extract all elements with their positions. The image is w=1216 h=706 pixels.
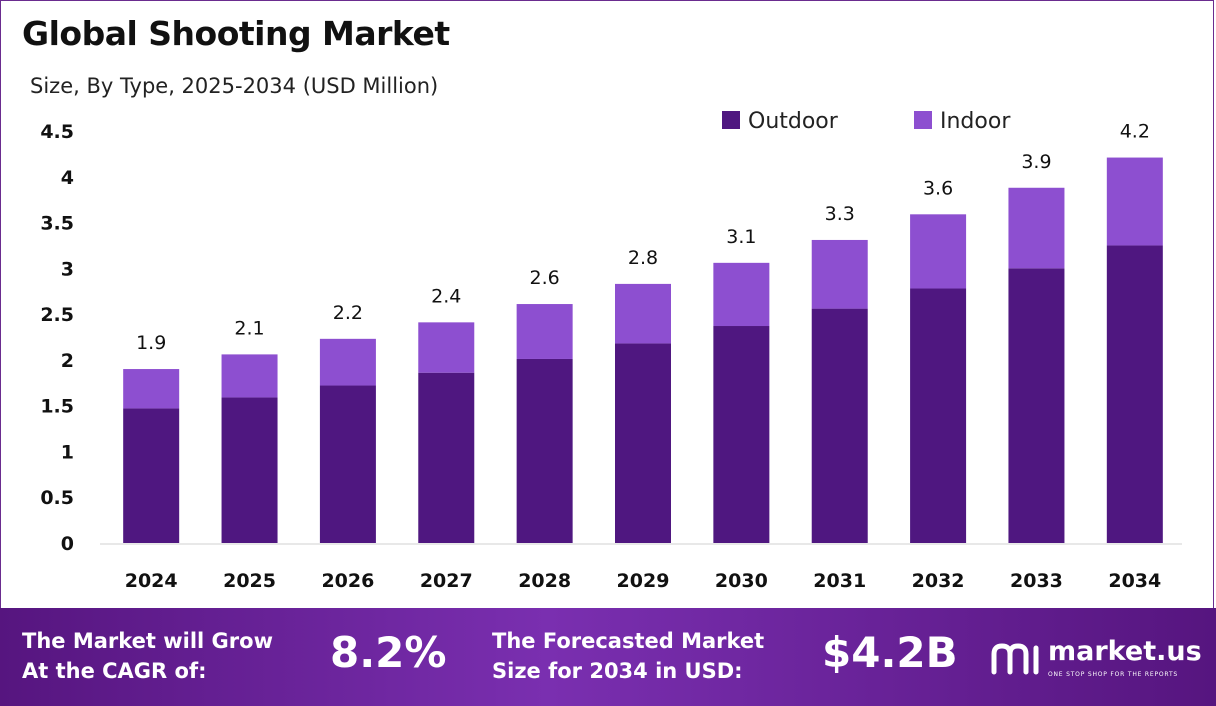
bar-outdoor-2034 [1106,245,1163,543]
market-us-logo: market.us ONE STOP SHOP FOR THE REPORTS [990,634,1210,684]
bar-indoor-2027 [418,322,475,373]
bar-total-label: 2.8 [628,247,658,269]
y-tick-label: 0 [61,533,74,555]
bar-total-label: 3.6 [923,177,953,199]
bar-outdoor-2025 [221,397,278,543]
y-tick-label: 0.5 [40,487,74,509]
bar-indoor-2030 [713,262,770,327]
y-tick-label: 4 [61,167,74,189]
x-tick-label: 2024 [125,570,178,592]
bar-chart: 0 0.5 1 1.5 2 2.5 3 3.5 4 4.5 1.9 2024 2.1 2025 2.2 202… [40,109,1182,592]
bar-total-label: 2.1 [234,317,264,339]
bar-outdoor-2028 [516,358,573,543]
x-tick-label: 2027 [420,570,473,592]
forecast-label-line2: Size for 2034 in USD: [492,659,743,683]
forecast-label: The Forecasted Market Size for 2034 in U… [492,626,764,686]
x-tick-label: 2032 [912,570,965,592]
market-us-logo-icon [991,643,1039,675]
bar-total-label: 3.1 [726,226,756,248]
bar-outdoor-2024 [123,408,180,543]
bar-indoor-2028 [516,304,573,359]
chart-subtitle: Size, By Type, 2025-2034 (USD Million) [30,74,439,98]
cagr-value: 8.2% [330,628,447,677]
bar-total-label: 3.9 [1021,151,1051,173]
y-tick-label: 3.5 [40,213,74,235]
bar-indoor-2025 [221,354,278,398]
cagr-label: The Market will Grow At the CAGR of: [22,626,273,686]
bar-indoor-2034 [1106,157,1163,246]
bar-outdoor-2027 [418,372,475,543]
y-tick-label: 2.5 [40,304,74,326]
forecast-value: $4.2B [822,628,958,677]
brand-tagline: ONE STOP SHOP FOR THE REPORTS [1048,671,1179,678]
bar-indoor-2033 [1008,187,1065,269]
cagr-label-line2: At the CAGR of: [22,659,207,683]
legend-swatch-indoor [914,111,932,129]
y-tick-label: 1.5 [40,396,74,418]
bar-outdoor-2029 [615,343,671,543]
bar-outdoor-2032 [910,288,967,543]
x-tick-label: 2031 [813,570,866,592]
x-tick-label: 2025 [223,570,276,592]
x-tick-label: 2028 [518,570,571,592]
bar-outdoor-2026 [319,385,376,543]
bar-indoor-2032 [910,214,967,289]
legend-label-outdoor: Outdoor [748,109,839,134]
bar-total-label: 2.6 [530,267,560,289]
bar-total-label: 2.2 [333,302,363,324]
chart-title: Global Shooting Market [22,14,450,53]
bar-indoor-2026 [319,338,376,386]
y-tick-label: 3 [61,258,74,280]
bar-outdoor-2033 [1008,268,1065,543]
bar-total-label: 4.2 [1120,121,1150,143]
bar-total-label: 1.9 [136,332,166,354]
y-tick-label: 4.5 [40,121,74,143]
legend-swatch-outdoor [722,111,740,129]
x-tick-label: 2034 [1108,570,1161,592]
legend-label-indoor: Indoor [940,109,1011,134]
bar-total-label: 2.4 [431,285,461,307]
forecast-label-line1: The Forecasted Market [492,629,765,653]
bar-outdoor-2031 [811,308,868,543]
x-tick-label: 2029 [617,570,670,592]
y-tick-label: 1 [61,441,74,463]
bar-outdoor-2030 [713,326,770,543]
bar-indoor-2024 [123,369,180,409]
bar-total-label: 3.3 [825,203,855,225]
cagr-label-line1: The Market will Grow [22,629,273,653]
x-tick-label: 2026 [321,570,374,592]
x-tick-label: 2030 [715,570,768,592]
footer-banner: The Market will Grow At the CAGR of: 8.2… [0,608,1216,706]
bar-indoor-2031 [811,239,868,309]
x-tick-label: 2033 [1010,570,1063,592]
brand-name: market.us [1048,636,1202,667]
y-tick-label: 2 [61,350,74,372]
bar-indoor-2029 [615,283,671,344]
